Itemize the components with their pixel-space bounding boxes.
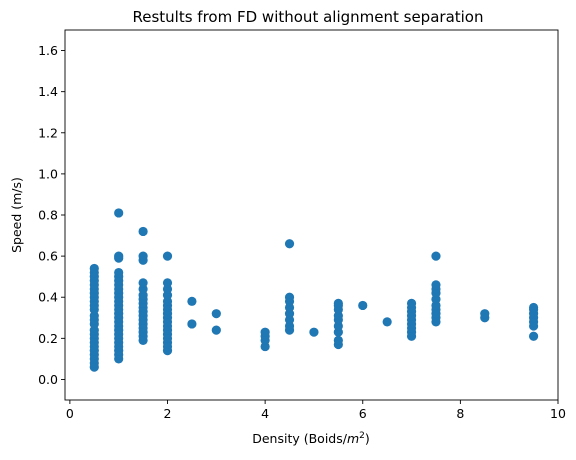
y-tick-label: 1.6 — [38, 43, 58, 58]
data-point — [114, 267, 124, 278]
data-point — [309, 327, 319, 337]
data-point — [114, 208, 124, 218]
x-tick-label: 4 — [261, 406, 269, 421]
x-tick-label: 0 — [66, 406, 74, 421]
data-point — [162, 278, 173, 288]
data-point — [528, 331, 539, 341]
y-tick-label: 0.6 — [38, 249, 58, 264]
data-point — [260, 327, 270, 337]
data-point — [406, 298, 417, 308]
x-axis-label-exponent: 2 — [359, 431, 365, 441]
y-axis-ticks: 0.0 0.2 0.4 0.6 0.8 1.0 1.2 1.4 1.6 — [38, 43, 65, 387]
data-point — [431, 280, 441, 290]
data-point — [284, 292, 295, 302]
data-point — [431, 251, 441, 261]
x-axis-label-close: ) — [365, 431, 370, 446]
data-point — [211, 309, 221, 319]
x-axis-label-unit: m — [347, 431, 359, 446]
data-point — [480, 309, 490, 319]
x-axis-label-main: Density (Boids/ — [252, 431, 348, 446]
data-point — [138, 226, 148, 237]
data-point — [333, 298, 343, 308]
y-tick-label: 1.0 — [38, 166, 58, 181]
data-point — [138, 278, 148, 288]
data-point — [284, 239, 295, 249]
data-point — [187, 319, 197, 329]
x-tick-label: 6 — [359, 406, 367, 421]
data-point — [382, 317, 392, 327]
y-axis-label: Speed (m/s) — [9, 177, 24, 253]
data-point — [211, 325, 221, 335]
x-tick-label: 2 — [164, 406, 172, 421]
x-axis-label: Density (Boids/m2) — [252, 431, 370, 446]
data-point — [162, 251, 173, 261]
x-tick-label: 10 — [550, 406, 566, 421]
data-point — [89, 263, 99, 274]
data-points — [89, 208, 539, 372]
data-point — [187, 296, 197, 306]
x-tick-label: 8 — [456, 406, 464, 421]
x-axis-ticks: 0 2 4 6 8 10 — [66, 400, 566, 421]
data-point — [138, 251, 148, 261]
data-point — [333, 335, 343, 345]
y-tick-label: 1.4 — [38, 84, 58, 99]
chart-title: Restults from FD without alignment separ… — [133, 8, 484, 26]
data-point — [114, 251, 124, 261]
data-point — [358, 300, 368, 311]
data-point — [528, 302, 539, 313]
y-tick-label: 0.0 — [38, 372, 58, 387]
y-tick-label: 0.2 — [38, 331, 58, 346]
y-tick-label: 0.8 — [38, 208, 58, 223]
y-tick-label: 0.4 — [38, 290, 58, 305]
y-tick-label: 1.2 — [38, 125, 58, 140]
